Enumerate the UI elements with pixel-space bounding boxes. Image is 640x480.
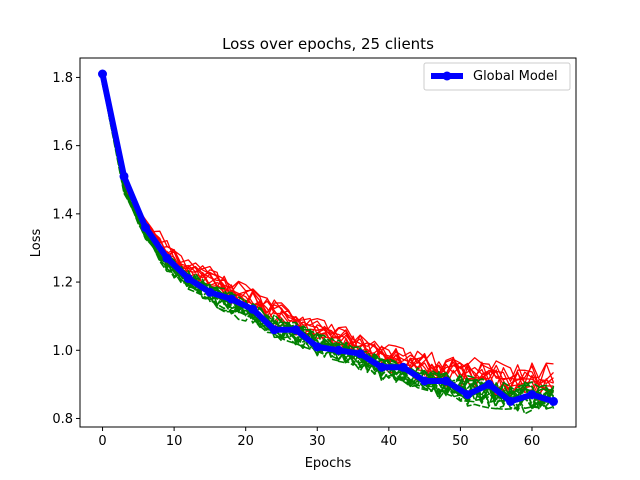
- global-model-point-2: [141, 223, 150, 232]
- global-model-point-15: [420, 376, 430, 386]
- x-tick-label-10: 10: [166, 434, 183, 449]
- global-model-point-10: [312, 342, 322, 352]
- client-line-19: [101, 79, 555, 409]
- chart-title: Loss over epochs, 25 clients: [222, 35, 434, 53]
- legend-box: [423, 62, 571, 91]
- client-line-22: [101, 83, 554, 404]
- y-tick-label-1.2: 1.2: [52, 276, 73, 291]
- legend-label-global-model: Global Model: [473, 69, 558, 84]
- client-line-6: [101, 77, 554, 393]
- client-line-7: [101, 80, 554, 388]
- x-tick-label-20: 20: [237, 434, 254, 449]
- legend-marker-global-model: [442, 71, 452, 81]
- global-model-point-20: [527, 390, 537, 400]
- y-tick-label-0.8: 0.8: [52, 412, 73, 427]
- series-line-global-model: [99, 71, 557, 405]
- x-tick-label-0: 0: [98, 434, 106, 449]
- global-model-point-14: [398, 362, 408, 372]
- global-model-point-13: [377, 362, 387, 372]
- y-tick-label-1.4: 1.4: [52, 207, 73, 222]
- global-model-point-11: [334, 345, 344, 355]
- x-tick-label-50: 50: [452, 434, 469, 449]
- global-model-point-1: [119, 171, 129, 181]
- y-tick-label-1: 1.0: [52, 344, 73, 359]
- global-model-point-9: [291, 325, 301, 335]
- x-tick-label-60: 60: [524, 434, 541, 449]
- plot-area: [98, 69, 558, 415]
- global-model-point-5: [205, 287, 215, 297]
- x-tick-label-40: 40: [381, 434, 398, 449]
- global-model-point-0: [98, 69, 107, 79]
- y-tick-label-1.6: 1.6: [52, 139, 73, 154]
- global-model-point-21: [549, 396, 558, 406]
- global-model-point-4: [183, 274, 193, 284]
- global-model-point-18: [484, 379, 494, 389]
- axes-frame: [79, 57, 577, 428]
- global-model-point-17: [463, 390, 473, 400]
- global-model-point-19: [506, 396, 515, 406]
- global-model-point-7: [248, 304, 258, 314]
- legend: Global Model: [423, 62, 571, 91]
- client-line-17: [101, 79, 555, 409]
- client-line-10: [101, 77, 555, 387]
- global-model-point-12: [355, 349, 365, 359]
- global-model-point-3: [162, 253, 172, 263]
- y-axis-label: Loss: [29, 229, 44, 258]
- x-axis-label: Epochs: [305, 456, 352, 471]
- x-tick-label-30: 30: [309, 434, 326, 449]
- global-model-point-16: [441, 376, 451, 386]
- global-model-point-8: [269, 325, 279, 335]
- y-tick-label-1.8: 1.8: [52, 71, 73, 86]
- axis-ticks: 0 10 20 30 40 50 60 0.8 1.0 1.2 1.4 1.6 1.8: [52, 71, 540, 449]
- global-model-point-6: [226, 294, 236, 304]
